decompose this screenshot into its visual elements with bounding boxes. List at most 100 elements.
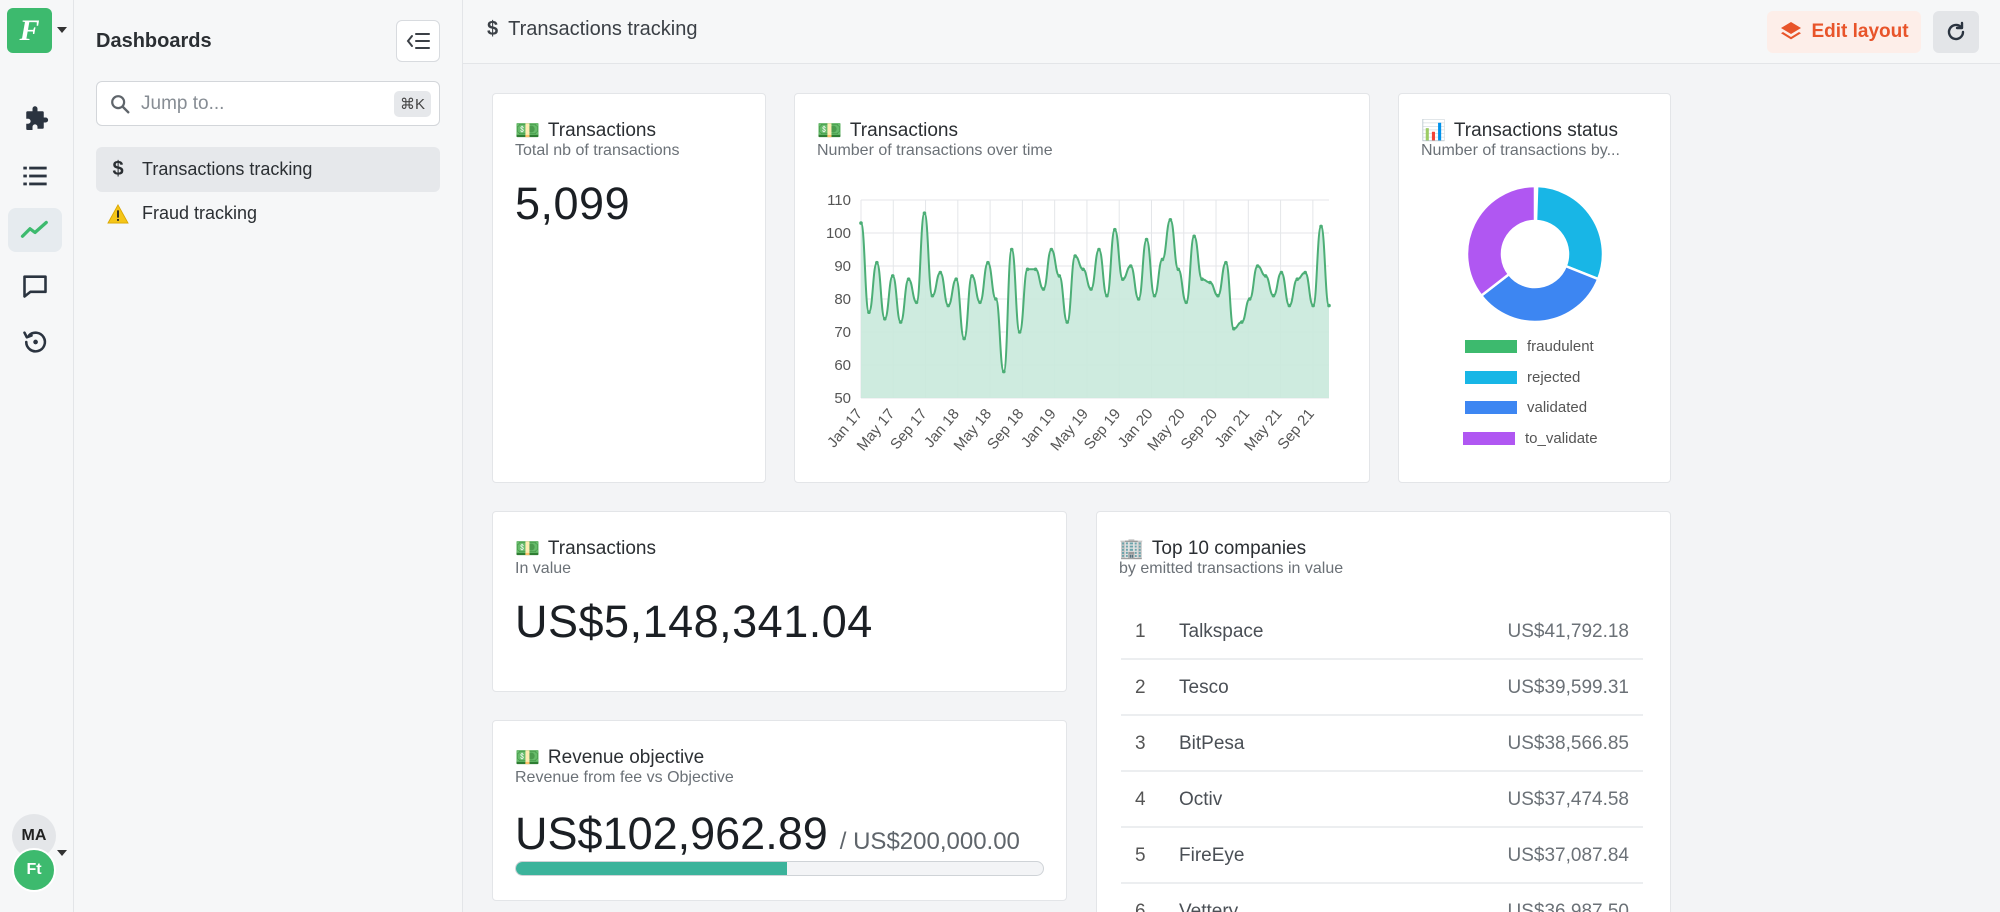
data-point[interactable]: [1049, 247, 1054, 252]
data-point[interactable]: [1097, 247, 1101, 252]
data-point[interactable]: [859, 221, 863, 225]
data-point[interactable]: [970, 274, 974, 278]
edit-layout-button[interactable]: Edit layout: [1767, 11, 1921, 53]
card-transactions-over-time[interactable]: 💵 Transactions Number of transactions ove…: [794, 93, 1370, 483]
data-point[interactable]: [1009, 247, 1014, 252]
data-point[interactable]: [1279, 270, 1284, 275]
rail-list-button[interactable]: [8, 154, 62, 198]
data-point[interactable]: [930, 293, 935, 298]
data-point[interactable]: [1232, 326, 1236, 331]
search-input[interactable]: Jump to...: [141, 92, 225, 114]
data-point[interactable]: [882, 317, 887, 321]
data-point[interactable]: [1128, 264, 1133, 268]
legend-item-to_validate[interactable]: to_validate: [1463, 430, 1598, 447]
table-row[interactable]: 6 Vettery US$36,987.50: [1121, 885, 1643, 912]
refresh-button[interactable]: [1933, 11, 1979, 53]
data-point[interactable]: [938, 270, 943, 275]
data-point[interactable]: [1065, 320, 1070, 324]
data-point[interactable]: [1025, 267, 1030, 272]
data-point[interactable]: [1033, 267, 1038, 272]
card-subtitle: In value: [515, 560, 572, 577]
table-row[interactable]: 2 Tesco US$39,599.31: [1121, 661, 1643, 716]
data-point[interactable]: [1017, 330, 1022, 334]
card-top-companies[interactable]: 🏢 Top 10 companies by emitted transaction…: [1096, 511, 1671, 912]
data-point[interactable]: [1311, 303, 1315, 308]
data-point[interactable]: [1113, 227, 1117, 232]
data-point[interactable]: [946, 303, 951, 308]
card-transactions-status[interactable]: 📊 Transactions status Number of transacti…: [1398, 93, 1671, 483]
data-point[interactable]: [867, 310, 871, 314]
data-point[interactable]: [875, 260, 879, 265]
data-point[interactable]: [1073, 254, 1077, 258]
data-point[interactable]: [1105, 293, 1109, 298]
data-point[interactable]: [1041, 287, 1046, 291]
data-point[interactable]: [1136, 297, 1141, 301]
legend-item-fraudulent[interactable]: fraudulent: [1465, 338, 1594, 355]
account-caret-icon[interactable]: [57, 850, 67, 856]
data-point[interactable]: [1176, 267, 1181, 272]
data-point[interactable]: [1247, 297, 1252, 301]
card-transactions-count[interactable]: 💵 Transactions Total nb of transactions 5…: [492, 93, 766, 483]
data-point[interactable]: [1001, 369, 1006, 374]
table-row[interactable]: 5 FireEye US$37,087.84: [1121, 829, 1643, 884]
card-revenue-objective[interactable]: 💵 Revenue objective Revenue from fee vs O…: [492, 720, 1067, 901]
data-point[interactable]: [1327, 303, 1331, 308]
card-subtitle: Total nb of transactions: [515, 142, 680, 159]
status-donut-chart[interactable]: [1460, 179, 1610, 329]
data-point[interactable]: [1160, 257, 1165, 262]
table-row[interactable]: 4 Octiv US$37,474.58: [1121, 773, 1643, 828]
legend-item-validated[interactable]: validated: [1465, 399, 1587, 416]
data-point[interactable]: [1057, 274, 1062, 278]
data-point[interactable]: [898, 320, 903, 324]
data-point[interactable]: [1089, 287, 1093, 291]
data-point[interactable]: [1168, 218, 1173, 222]
table-row[interactable]: 1 Talkspace US$41,792.18: [1121, 605, 1643, 660]
data-point[interactable]: [1271, 293, 1276, 298]
data-point[interactable]: [954, 277, 958, 281]
data-point[interactable]: [1263, 274, 1268, 278]
logo-caret-icon[interactable]: [57, 27, 67, 33]
rail-history-button[interactable]: [8, 320, 62, 364]
rail-messages-button[interactable]: [8, 264, 62, 308]
data-point[interactable]: [1152, 293, 1157, 298]
data-point[interactable]: [1184, 300, 1189, 305]
data-point[interactable]: [1303, 270, 1308, 275]
data-point[interactable]: [1192, 234, 1196, 239]
donut-slice-rejected[interactable]: [1534, 184, 1605, 281]
data-point[interactable]: [914, 300, 919, 305]
data-point[interactable]: [962, 336, 966, 341]
card-transactions-value[interactable]: 💵 Transactions In value US$5,148,341.04: [492, 511, 1067, 692]
donut-slice-to_validate[interactable]: [1465, 184, 1537, 298]
data-point[interactable]: [1216, 293, 1220, 298]
app-logo[interactable]: F: [7, 8, 52, 53]
data-point[interactable]: [1239, 320, 1244, 324]
jump-to-search[interactable]: Jump to... ⌘K: [96, 81, 440, 126]
data-point[interactable]: [1287, 303, 1292, 308]
data-point[interactable]: [1255, 264, 1260, 268]
data-point[interactable]: [906, 277, 911, 281]
data-point[interactable]: [1224, 260, 1228, 265]
data-point[interactable]: [1295, 277, 1300, 281]
data-point[interactable]: [890, 274, 895, 278]
sidebar-item-transactions-tracking[interactable]: $ Transactions tracking: [96, 147, 440, 192]
rail-plugins-button[interactable]: [8, 98, 62, 142]
data-point[interactable]: [1144, 237, 1149, 242]
legend-swatch: [1463, 432, 1515, 445]
table-row[interactable]: 3 BitPesa US$38,566.85: [1121, 717, 1643, 772]
org-avatar[interactable]: Ft: [12, 848, 56, 892]
data-point[interactable]: [1081, 267, 1085, 272]
data-point[interactable]: [1208, 280, 1212, 285]
sidebar-item-fraud-tracking[interactable]: Fraud tracking: [96, 191, 440, 236]
data-point[interactable]: [1319, 224, 1323, 229]
data-point[interactable]: [986, 260, 990, 265]
donut-slice-validated[interactable]: [1479, 264, 1600, 324]
data-point[interactable]: [922, 211, 927, 215]
data-point[interactable]: [994, 297, 998, 301]
data-point[interactable]: [1120, 277, 1125, 281]
legend-item-rejected[interactable]: rejected: [1465, 369, 1580, 386]
data-point[interactable]: [978, 300, 982, 305]
rail-dashboards-button[interactable]: [8, 208, 62, 252]
collapse-sidebar-button[interactable]: [396, 20, 440, 62]
data-point[interactable]: [1200, 277, 1204, 281]
